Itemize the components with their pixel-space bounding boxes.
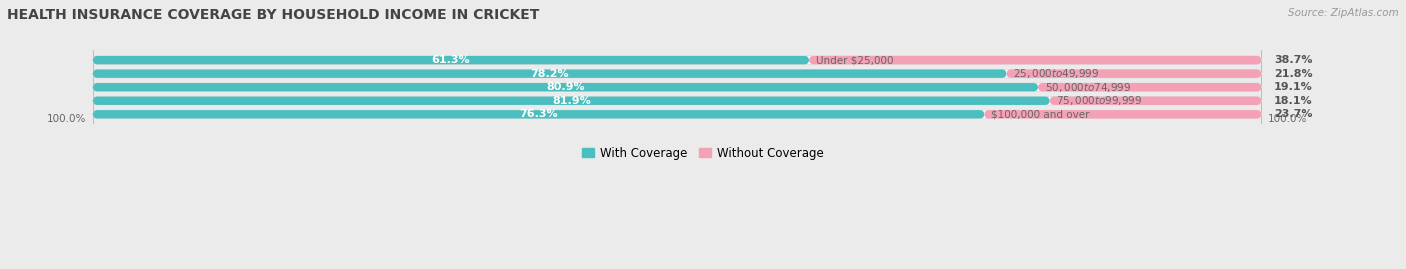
FancyBboxPatch shape	[1007, 69, 1261, 78]
Text: $25,000 to $49,999: $25,000 to $49,999	[1012, 67, 1099, 80]
Legend: With Coverage, Without Coverage: With Coverage, Without Coverage	[582, 147, 824, 160]
FancyBboxPatch shape	[93, 69, 1007, 78]
Text: 19.1%: 19.1%	[1274, 82, 1313, 92]
Text: 78.2%: 78.2%	[530, 69, 569, 79]
FancyBboxPatch shape	[93, 56, 808, 64]
Text: 21.8%: 21.8%	[1274, 69, 1313, 79]
FancyBboxPatch shape	[1038, 83, 1261, 91]
Text: $50,000 to $74,999: $50,000 to $74,999	[1045, 81, 1130, 94]
FancyBboxPatch shape	[93, 97, 1050, 105]
Text: 100.0%: 100.0%	[46, 115, 86, 125]
FancyBboxPatch shape	[93, 110, 984, 119]
Text: 81.9%: 81.9%	[553, 96, 591, 106]
Text: Source: ZipAtlas.com: Source: ZipAtlas.com	[1288, 8, 1399, 18]
Text: 80.9%: 80.9%	[546, 82, 585, 92]
Text: Under $25,000: Under $25,000	[815, 55, 893, 65]
FancyBboxPatch shape	[93, 83, 1038, 91]
Text: 38.7%: 38.7%	[1274, 55, 1313, 65]
FancyBboxPatch shape	[93, 97, 1261, 105]
Text: $75,000 to $99,999: $75,000 to $99,999	[1056, 94, 1143, 107]
Text: 61.3%: 61.3%	[432, 55, 470, 65]
Text: HEALTH INSURANCE COVERAGE BY HOUSEHOLD INCOME IN CRICKET: HEALTH INSURANCE COVERAGE BY HOUSEHOLD I…	[7, 8, 540, 22]
FancyBboxPatch shape	[93, 83, 1261, 91]
FancyBboxPatch shape	[808, 56, 1261, 64]
FancyBboxPatch shape	[984, 110, 1261, 119]
FancyBboxPatch shape	[93, 56, 1261, 64]
Text: 18.1%: 18.1%	[1274, 96, 1313, 106]
Text: $100,000 and over: $100,000 and over	[991, 109, 1090, 119]
FancyBboxPatch shape	[1050, 97, 1261, 105]
FancyBboxPatch shape	[93, 69, 1261, 78]
Text: 100.0%: 100.0%	[1268, 115, 1308, 125]
FancyBboxPatch shape	[93, 110, 1261, 119]
Text: 23.7%: 23.7%	[1274, 109, 1313, 119]
Text: 76.3%: 76.3%	[519, 109, 558, 119]
